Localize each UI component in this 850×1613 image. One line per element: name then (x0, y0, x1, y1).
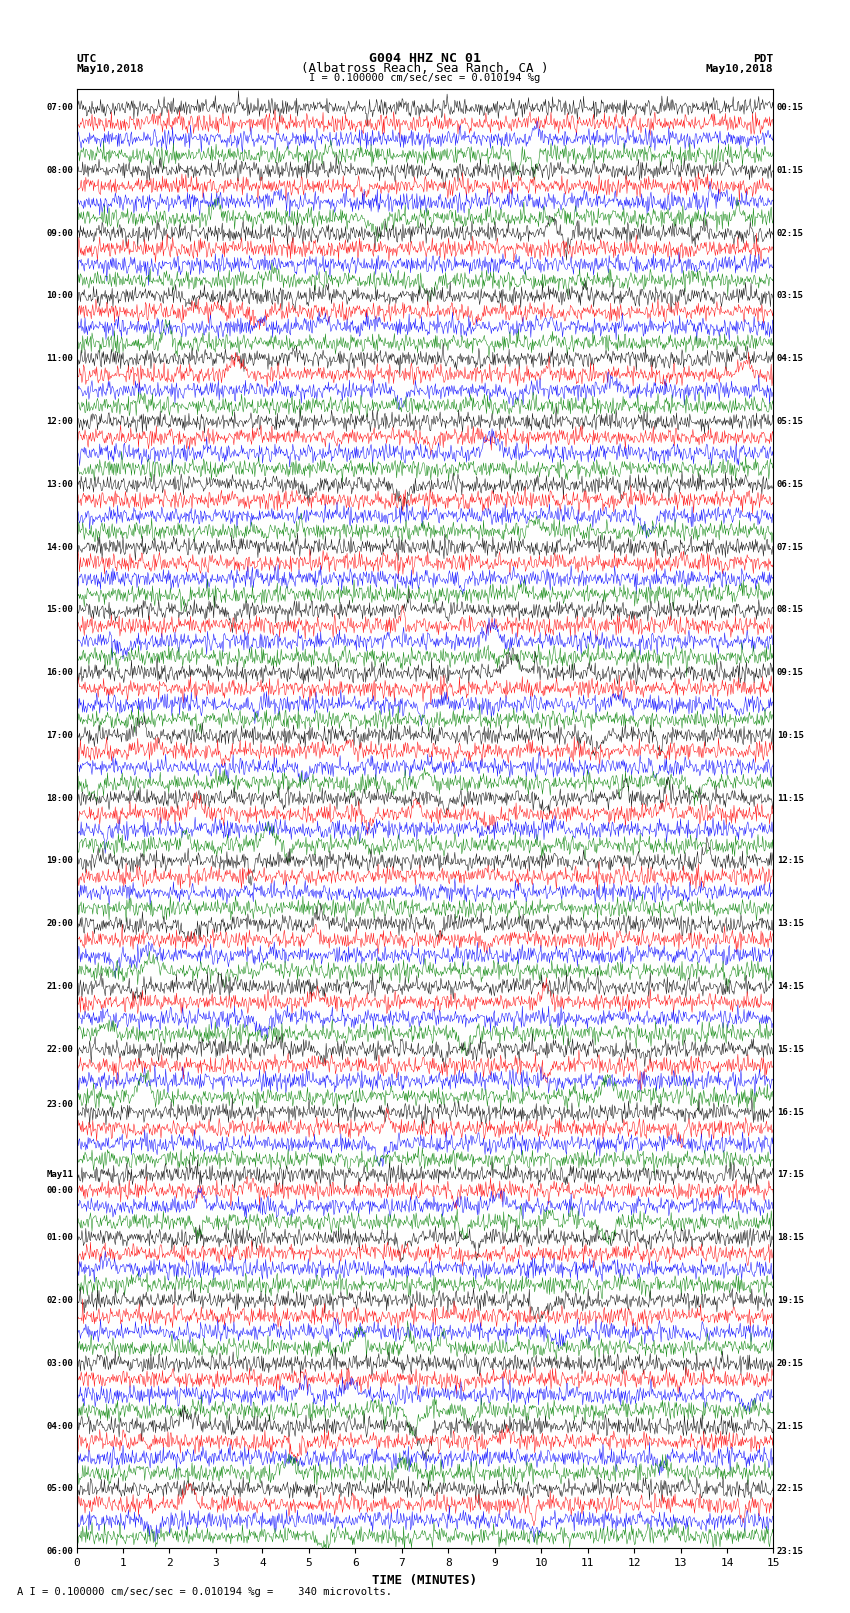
Text: 03:15: 03:15 (777, 292, 804, 300)
Text: 15:15: 15:15 (777, 1045, 804, 1053)
X-axis label: TIME (MINUTES): TIME (MINUTES) (372, 1574, 478, 1587)
Text: 09:15: 09:15 (777, 668, 804, 677)
Text: 13:00: 13:00 (46, 479, 73, 489)
Text: 01:15: 01:15 (777, 166, 804, 174)
Text: May10,2018: May10,2018 (76, 65, 144, 74)
Text: 06:00: 06:00 (46, 1547, 73, 1557)
Text: 07:00: 07:00 (46, 103, 73, 111)
Text: 10:15: 10:15 (777, 731, 804, 740)
Text: 17:15: 17:15 (777, 1171, 804, 1179)
Text: PDT: PDT (753, 53, 774, 65)
Text: 04:00: 04:00 (46, 1421, 73, 1431)
Text: 08:15: 08:15 (777, 605, 804, 615)
Text: 04:15: 04:15 (777, 355, 804, 363)
Text: 16:15: 16:15 (777, 1108, 804, 1116)
Text: 20:15: 20:15 (777, 1358, 804, 1368)
Text: (Albatross Reach, Sea Ranch, CA ): (Albatross Reach, Sea Ranch, CA ) (301, 61, 549, 76)
Text: 07:15: 07:15 (777, 542, 804, 552)
Text: G004 HHZ NC 01: G004 HHZ NC 01 (369, 52, 481, 66)
Text: 11:00: 11:00 (46, 355, 73, 363)
Text: 17:00: 17:00 (46, 731, 73, 740)
Text: May11: May11 (46, 1171, 73, 1179)
Text: 14:00: 14:00 (46, 542, 73, 552)
Text: 21:00: 21:00 (46, 982, 73, 990)
Text: 02:15: 02:15 (777, 229, 804, 237)
Text: 22:00: 22:00 (46, 1045, 73, 1053)
Text: 05:15: 05:15 (777, 418, 804, 426)
Text: UTC: UTC (76, 53, 97, 65)
Text: 14:15: 14:15 (777, 982, 804, 990)
Text: 23:00: 23:00 (46, 1100, 73, 1108)
Text: 08:00: 08:00 (46, 166, 73, 174)
Text: 10:00: 10:00 (46, 292, 73, 300)
Text: 00:15: 00:15 (777, 103, 804, 111)
Text: 06:15: 06:15 (777, 479, 804, 489)
Text: 03:00: 03:00 (46, 1358, 73, 1368)
Text: 15:00: 15:00 (46, 605, 73, 615)
Text: May10,2018: May10,2018 (706, 65, 774, 74)
Text: 19:15: 19:15 (777, 1295, 804, 1305)
Text: 00:00: 00:00 (46, 1186, 73, 1195)
Text: 18:15: 18:15 (777, 1234, 804, 1242)
Text: 13:15: 13:15 (777, 919, 804, 927)
Text: 02:00: 02:00 (46, 1295, 73, 1305)
Text: A I = 0.100000 cm/sec/sec = 0.010194 %g =    340 microvolts.: A I = 0.100000 cm/sec/sec = 0.010194 %g … (17, 1587, 392, 1597)
Text: 23:15: 23:15 (777, 1547, 804, 1557)
Text: 16:00: 16:00 (46, 668, 73, 677)
Text: I = 0.100000 cm/sec/sec = 0.010194 %g: I = 0.100000 cm/sec/sec = 0.010194 %g (309, 73, 541, 84)
Text: 09:00: 09:00 (46, 229, 73, 237)
Text: 20:00: 20:00 (46, 919, 73, 927)
Text: 22:15: 22:15 (777, 1484, 804, 1494)
Text: 12:15: 12:15 (777, 857, 804, 866)
Text: 01:00: 01:00 (46, 1234, 73, 1242)
Text: 18:00: 18:00 (46, 794, 73, 803)
Text: 05:00: 05:00 (46, 1484, 73, 1494)
Text: 19:00: 19:00 (46, 857, 73, 866)
Text: 11:15: 11:15 (777, 794, 804, 803)
Text: 21:15: 21:15 (777, 1421, 804, 1431)
Text: 12:00: 12:00 (46, 418, 73, 426)
